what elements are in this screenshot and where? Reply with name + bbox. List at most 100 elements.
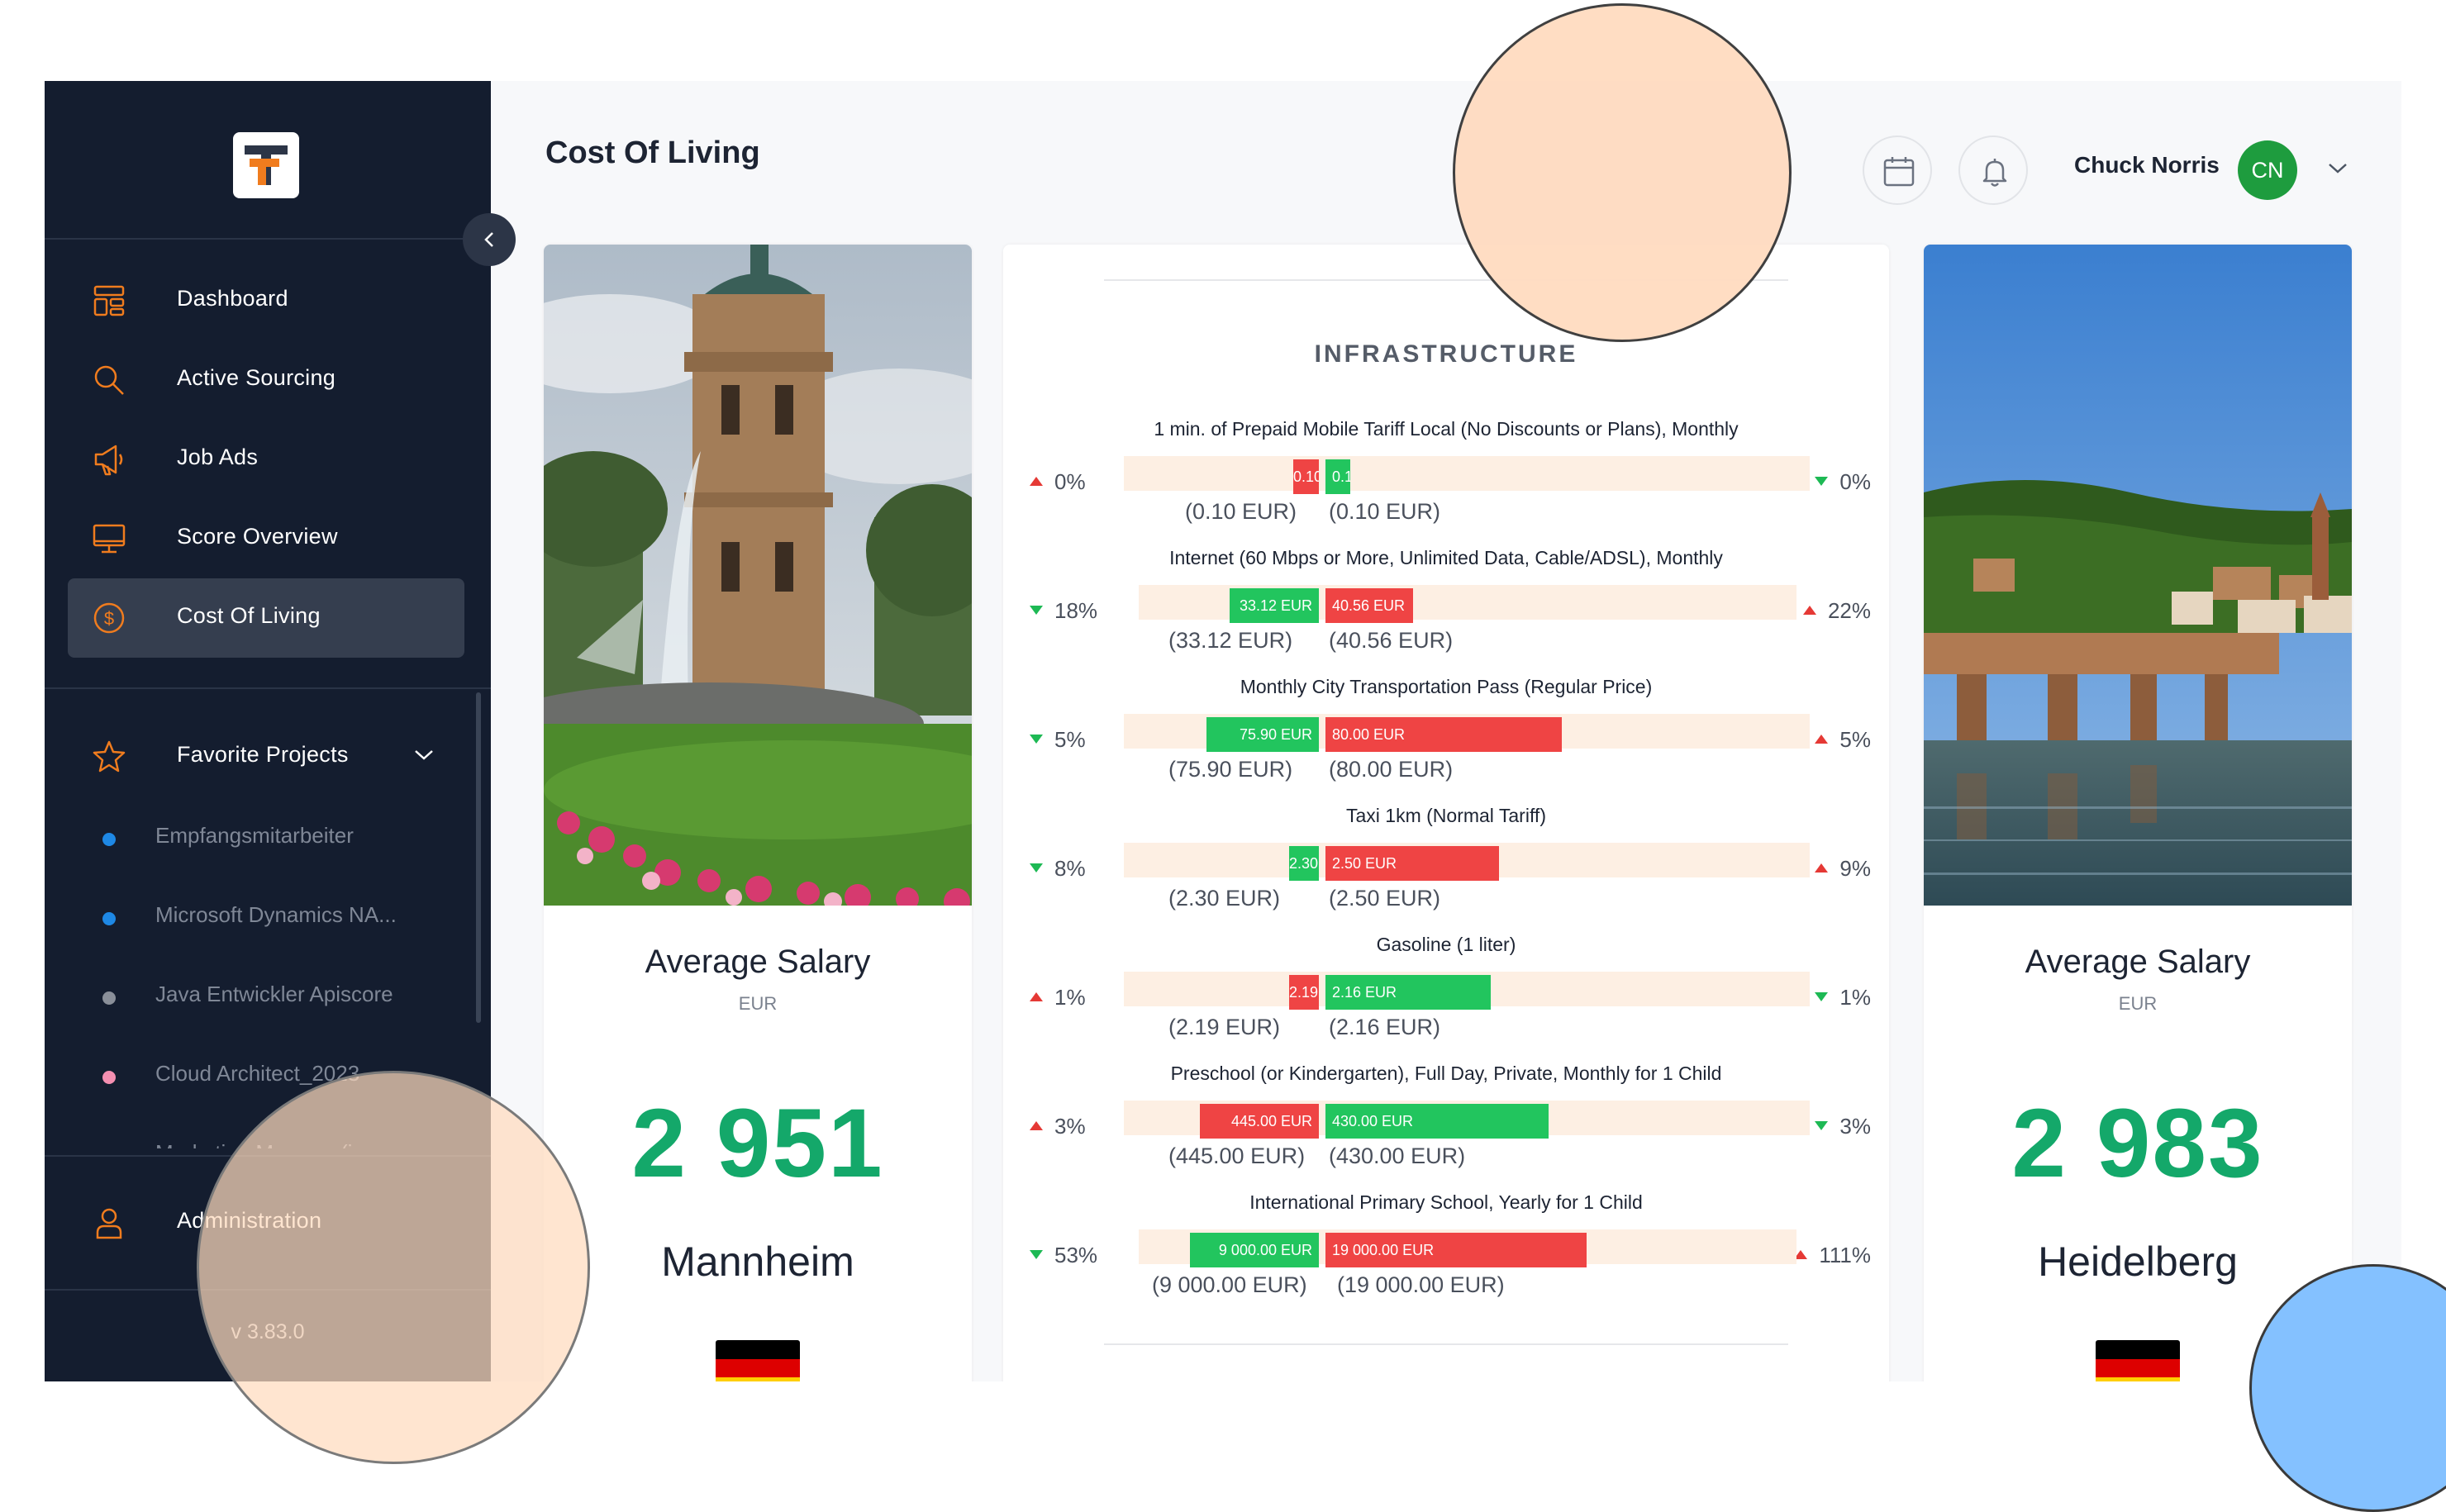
logo-icon <box>245 145 288 185</box>
right-price-text: (2.50 EUR) <box>1329 886 1441 911</box>
right-diff-percent: 0% <box>1815 469 1871 495</box>
favorite-project-item[interactable]: Microsoft Dynamics NA... <box>45 876 491 955</box>
right-price-bar: 40.56 EUR <box>1325 588 1413 623</box>
user-name[interactable]: Chuck Norris <box>2074 152 2220 178</box>
right-diff-percent: 1% <box>1815 985 1871 1010</box>
nav-item-administration[interactable]: Administration <box>68 1183 464 1262</box>
left-price-bar: 2.19 EUR <box>1289 975 1319 1010</box>
left-price-text: (2.30 EUR) <box>1168 886 1281 911</box>
percent-value: 1% <box>1054 985 1086 1010</box>
favorite-project-item[interactable]: Empfangsmitarbeiter <box>45 796 491 876</box>
nav-item-cost-of-living[interactable]: $ Cost Of Living <box>68 578 464 658</box>
city-card-right: Average Salary EUR 2 983 Heidelberg <box>1924 245 2352 1381</box>
nav-item-job-ads[interactable]: Job Ads <box>68 420 464 499</box>
left-price-text: (75.90 EUR) <box>1168 757 1293 782</box>
arrow-down-icon <box>1030 1249 1043 1259</box>
right-price-bar: 80.00 EUR <box>1325 717 1562 752</box>
percent-value: 1% <box>1839 985 1871 1010</box>
nav-item-score-overview[interactable]: Score Overview <box>68 499 464 578</box>
right-diff-percent: 5% <box>1815 727 1871 753</box>
favorite-project-item[interactable]: Java Entwickler Apiscore <box>45 955 491 1034</box>
percent-value: 5% <box>1054 727 1086 752</box>
germany-flag-icon <box>716 1340 800 1381</box>
notifications-button[interactable] <box>1958 136 2028 205</box>
comparison-row: Preschool (or Kindergarten), Full Day, P… <box>1003 1063 1889 1191</box>
right-price-bar: 430.00 EUR <box>1325 1104 1549 1139</box>
right-price-text: (80.00 EUR) <box>1329 757 1454 782</box>
layout-icon <box>93 285 125 316</box>
chevron-down-icon[interactable] <box>2327 162 2348 175</box>
avg-salary-value: 2 951 <box>631 1089 884 1198</box>
sidebar-divider <box>45 238 491 240</box>
project-dot <box>102 991 116 1005</box>
project-label: Empfangsmitarbeiter <box>155 823 354 848</box>
chevron-down-icon <box>415 750 433 760</box>
nav-label: Dashboard <box>177 286 288 311</box>
favorite-project-item[interactable]: Cloud Architect_2023 <box>45 1034 491 1114</box>
percent-value: 5% <box>1839 727 1871 752</box>
cost-item-label: Preschool (or Kindergarten), Full Day, P… <box>1170 1063 1722 1084</box>
cost-item-label: International Primary School, Yearly for… <box>1249 1191 1643 1213</box>
svg-text:$: $ <box>104 608 114 629</box>
city-photo-heidelberg <box>1924 245 2352 906</box>
arrow-up-icon <box>1030 1120 1043 1130</box>
old-bridge-image <box>1924 245 2352 906</box>
favorite-projects-label: Favorite Projects <box>177 742 349 767</box>
left-price-bar: 0.10 EUR <box>1293 459 1319 494</box>
sidebar-divider <box>45 687 491 689</box>
nav-item-active-sourcing[interactable]: Active Sourcing <box>68 340 464 420</box>
arrow-up-icon <box>1030 991 1043 1001</box>
percent-value: 8% <box>1054 856 1086 881</box>
favorite-projects-toggle[interactable]: Favorite Projects <box>68 717 464 796</box>
comparison-track: 0.10 EUR0.10 EUR <box>1124 456 1810 494</box>
left-price-text: (33.12 EUR) <box>1168 628 1293 653</box>
left-price-text: (2.19 EUR) <box>1168 1015 1281 1039</box>
arrow-down-icon <box>1030 605 1043 615</box>
left-price-bar: 9 000.00 EUR <box>1190 1233 1319 1267</box>
arrow-up-icon <box>1815 734 1829 744</box>
monitor-icon <box>93 524 126 554</box>
comparison-row: International Primary School, Yearly for… <box>1003 1191 1889 1320</box>
arrow-down-icon <box>1815 476 1829 486</box>
right-price-bar: 2.50 EUR <box>1325 846 1499 881</box>
right-price-text: (40.56 EUR) <box>1329 628 1454 653</box>
right-price-text: (0.10 EUR) <box>1329 499 1441 524</box>
percent-value: 0% <box>1839 469 1871 494</box>
left-price-bar: 2.30 EUR <box>1289 846 1319 881</box>
currency-label: EUR <box>738 993 778 1014</box>
comparison-track: 33.12 EUR 40.56 EUR <box>1139 585 1796 623</box>
arrow-up-icon <box>1794 1249 1808 1259</box>
sidebar-scrollbar[interactable] <box>476 692 481 1023</box>
left-diff-percent: 8% <box>1030 856 1086 882</box>
nav-item-dashboard[interactable]: Dashboard <box>68 261 464 340</box>
app-logo[interactable] <box>233 132 299 198</box>
calendar-icon <box>1883 157 1915 187</box>
percent-value: 53% <box>1054 1243 1098 1267</box>
avg-salary-label: Average Salary <box>645 944 871 980</box>
app-version: v 3.83.0 <box>231 1320 305 1343</box>
left-price-text: (0.10 EUR) <box>1185 499 1297 524</box>
calendar-button[interactable] <box>1863 136 1932 205</box>
favorite-project-item[interactable]: Marketing Manager(in... <box>45 1114 491 1148</box>
percent-value: 3% <box>1054 1114 1086 1139</box>
section-divider <box>1104 279 1788 281</box>
percent-value: 0% <box>1054 469 1086 494</box>
avatar[interactable]: CN <box>2238 140 2297 200</box>
city-card-left: Average Salary EUR 2 951 Mannheim <box>544 245 972 1381</box>
arrow-down-icon <box>1815 991 1829 1001</box>
section-title: INFRASTRUCTURE <box>1314 340 1578 368</box>
project-label: Java Entwickler Apiscore <box>155 982 393 1006</box>
currency-label: EUR <box>2118 993 2158 1014</box>
sidebar-collapse-button[interactable] <box>463 213 516 266</box>
nav-label: Active Sourcing <box>177 365 336 390</box>
left-diff-percent: 18% <box>1030 598 1097 624</box>
comparison-row: 1 min. of Prepaid Mobile Tariff Local (N… <box>1003 418 1889 547</box>
search-icon <box>94 365 124 395</box>
left-price-text: (445.00 EUR) <box>1168 1144 1306 1168</box>
right-price-bar: 0.10 EUR <box>1325 459 1350 494</box>
arrow-up-icon <box>1815 863 1829 872</box>
project-dot <box>102 912 116 925</box>
nav-label: Administration <box>177 1208 322 1233</box>
